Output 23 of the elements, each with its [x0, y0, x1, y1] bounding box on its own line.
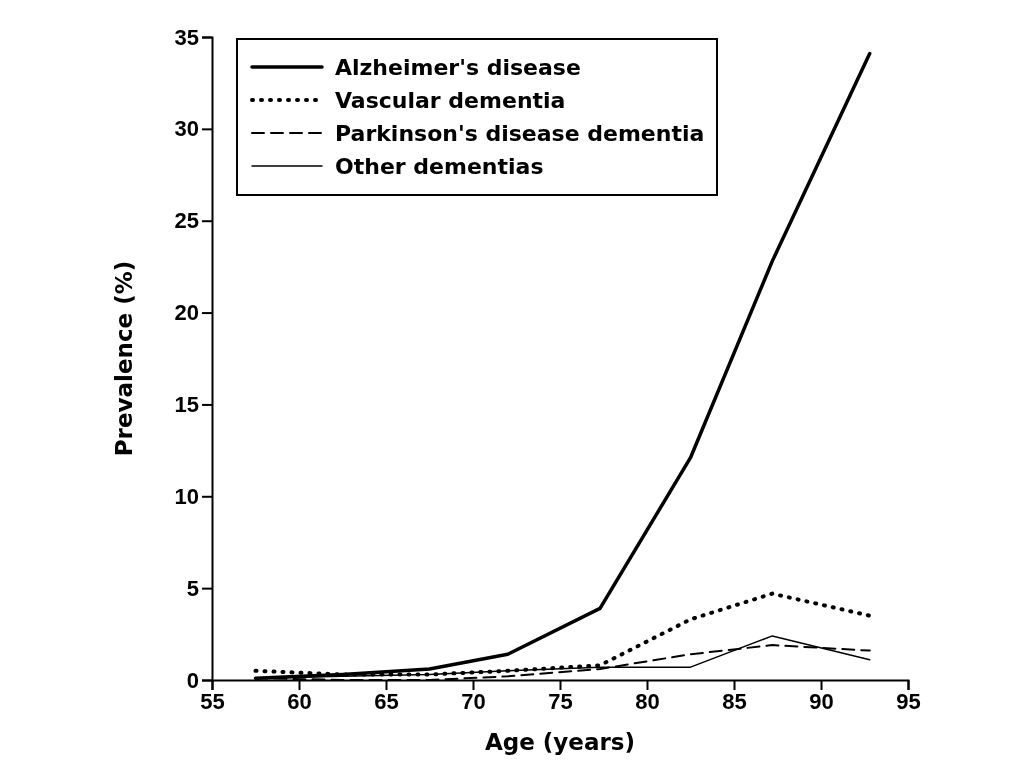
x-tick-label: 55 [200, 688, 225, 714]
y-tick-label: 5 [186, 575, 199, 601]
x-tick-label: 95 [896, 688, 921, 714]
legend-label: Parkinson's disease dementia [335, 121, 705, 146]
y-axis-title: Prevalence (%) [111, 260, 137, 457]
x-tick-label: 70 [461, 688, 486, 714]
y-tick-label: 20 [174, 300, 199, 326]
y-tick-label: 15 [174, 391, 199, 417]
x-axis-title: Age (years) [484, 729, 636, 755]
legend-label: Vascular dementia [335, 88, 566, 113]
x-tick-label: 65 [374, 688, 399, 714]
x-tick-label: 90 [809, 688, 834, 714]
y-tick-label: 0 [186, 667, 199, 693]
y-tick-label: 35 [174, 24, 199, 50]
x-tick-label: 60 [287, 688, 312, 714]
x-tick-label: 80 [635, 688, 660, 714]
legend-label: Alzheimer's disease [335, 55, 581, 80]
x-tick-label: 75 [548, 688, 573, 714]
x-tick-label: 85 [722, 688, 747, 714]
y-tick-label: 25 [174, 208, 199, 234]
y-tick-label: 30 [174, 116, 199, 142]
legend-label: Other dementias [335, 154, 544, 179]
y-tick-label: 10 [174, 483, 199, 509]
